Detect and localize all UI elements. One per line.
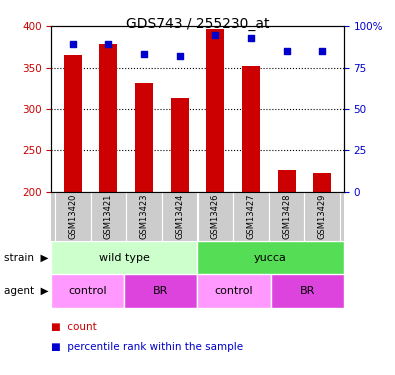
Bar [305,192,340,242]
Text: ■  percentile rank within the sample: ■ percentile rank within the sample [51,342,243,352]
Bar [135,83,153,192]
Point [248,35,254,41]
Text: strain  ▶: strain ▶ [4,253,49,263]
Point [70,42,76,48]
Bar [278,170,295,192]
Point [319,48,325,54]
Bar [313,174,331,192]
Bar [233,192,269,242]
Text: BR: BR [299,286,315,296]
Point [141,51,147,57]
Bar [64,55,82,192]
Point [212,32,218,38]
Bar [198,242,344,274]
Text: GSM13427: GSM13427 [246,194,256,239]
Bar [198,192,233,242]
Bar [171,98,188,192]
Bar [198,274,271,308]
Bar [207,29,224,192]
Bar [162,192,198,242]
Text: control: control [69,286,107,296]
Bar [51,242,198,274]
Text: GSM13423: GSM13423 [139,194,149,239]
Text: GSM13424: GSM13424 [175,194,184,239]
Text: GSM13420: GSM13420 [68,194,77,239]
Bar [55,192,90,242]
Bar [51,274,124,308]
Text: agent  ▶: agent ▶ [4,286,49,296]
Point [177,53,183,59]
Text: GSM13421: GSM13421 [104,194,113,239]
Bar [124,274,198,308]
Text: GSM13428: GSM13428 [282,194,291,239]
Text: BR: BR [153,286,169,296]
Bar [242,66,260,192]
Text: wild type: wild type [99,253,150,263]
Text: GSM13429: GSM13429 [318,194,327,239]
Bar [100,45,117,192]
Text: yucca: yucca [254,253,287,263]
Text: control: control [215,286,253,296]
Text: GSM13426: GSM13426 [211,194,220,239]
Bar [271,274,344,308]
Point [105,42,111,48]
Point [284,48,290,54]
Bar [126,192,162,242]
Bar [90,192,126,242]
Text: GDS743 / 255230_at: GDS743 / 255230_at [126,17,269,31]
Bar [269,192,305,242]
Text: ■  count: ■ count [51,322,97,332]
